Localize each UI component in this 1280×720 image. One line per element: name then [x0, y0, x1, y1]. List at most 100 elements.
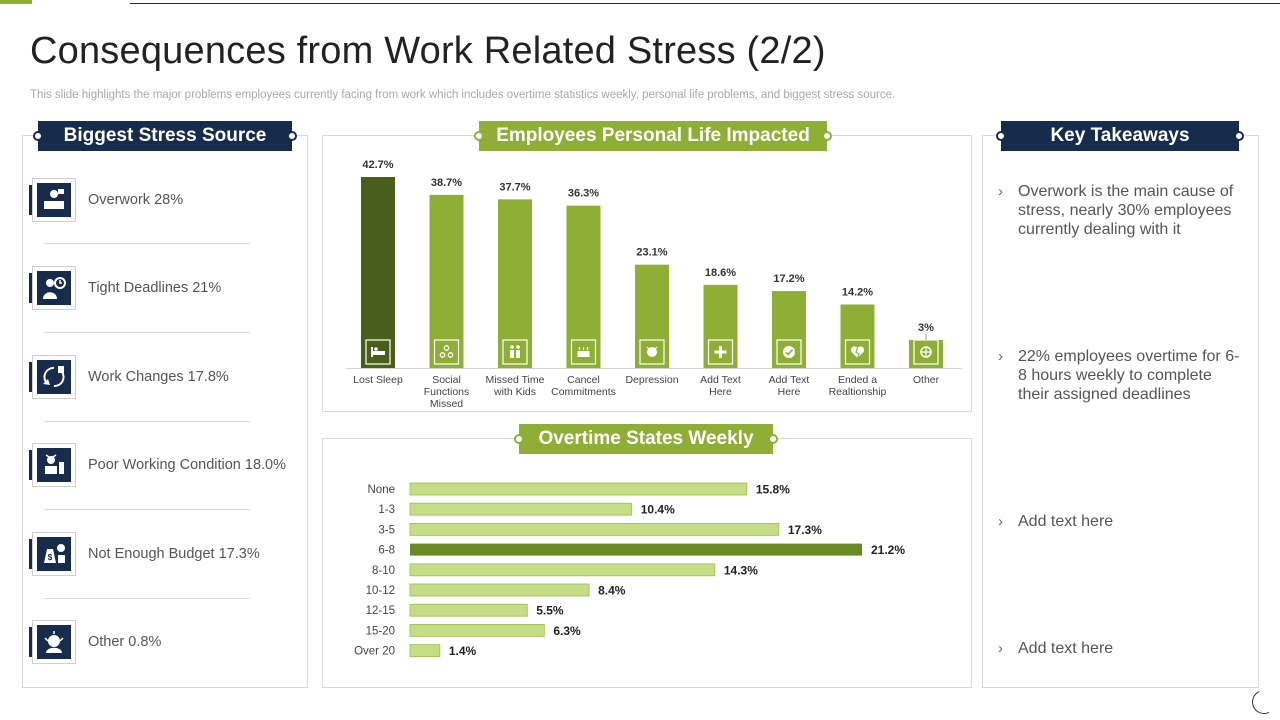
takeaways-header: Key Takeaways	[996, 121, 1244, 151]
bar	[410, 543, 862, 556]
takeaway-item: › Add text here	[998, 639, 1244, 658]
data-label: 1.4%	[449, 644, 477, 658]
data-label: 38.7%	[431, 177, 462, 189]
stress-icon-frame	[29, 355, 76, 399]
stress-label: Overwork 28%	[88, 192, 184, 208]
tick-label: Cancel Commitments	[551, 374, 616, 398]
bar	[409, 644, 441, 658]
stress-icon-frame	[29, 266, 76, 310]
stress-label: Work Changes 17.8%	[88, 369, 229, 385]
page-title: Consequences from Work Related Stress (2…	[30, 30, 826, 72]
svg-text:$: $	[48, 553, 53, 562]
tick-label: Ended a Realtionship	[829, 374, 887, 398]
stress-divider	[44, 598, 250, 599]
check-icon	[776, 339, 802, 365]
bar	[409, 623, 545, 637]
data-label: 23.1%	[636, 247, 667, 259]
cake-icon	[570, 339, 597, 365]
overtime-header: Overtime States Weekly	[514, 424, 778, 454]
tick-label: Depression	[625, 374, 678, 386]
header-dot-left	[33, 131, 43, 141]
tick-label: Add Text Here	[700, 374, 741, 398]
stress-icon-frame	[29, 443, 76, 487]
bar	[409, 523, 780, 536]
bar	[409, 502, 633, 516]
header-dot-right	[287, 131, 297, 141]
data-label: 5.5%	[536, 604, 564, 618]
takeaway-item: › 22% employees overtime for 6-8 hours w…	[998, 347, 1244, 404]
page-subtitle: This slide highlights the major problems…	[30, 89, 896, 101]
data-label: 18.6%	[705, 267, 736, 279]
stress-icon-frame	[29, 178, 76, 222]
loading-circle-icon	[1248, 686, 1280, 718]
tick-label: 1-3	[378, 504, 395, 516]
overtime-chart: None 15.8% 1-3 10.4% 3-5 17.3% 6-8 21.2% 8-10 14.…	[354, 482, 905, 659]
bar	[409, 563, 716, 577]
data-label: 36.3%	[568, 188, 599, 200]
stress-label: Other 0.8%	[88, 634, 162, 650]
top-rule	[130, 3, 1280, 4]
chevron-right-icon: ›	[998, 640, 1003, 657]
desk-worker-icon	[37, 183, 71, 217]
broken-heart-icon	[844, 339, 871, 365]
takeaways-title: Key Takeaways	[1050, 125, 1190, 146]
chevron-right-icon: ›	[998, 513, 1003, 530]
header-dot-right	[1234, 131, 1244, 141]
data-label: 42.7%	[362, 159, 393, 171]
sad-face-icon	[639, 339, 665, 365]
takeaway-text: 22% employees overtime for 6-8 hours wee…	[1018, 348, 1240, 403]
tick-label: Social Functions Missed	[424, 374, 470, 410]
stress-source-header: Biggest Stress Source	[33, 121, 297, 151]
data-label: 14.3%	[724, 563, 758, 577]
stress-divider	[44, 421, 250, 422]
chevron-right-icon: ›	[998, 348, 1003, 365]
plus-icon	[707, 339, 734, 365]
social-icon	[433, 339, 460, 365]
tick-label: 8-10	[372, 565, 395, 577]
bar	[429, 194, 464, 368]
takeaway-text: Add text here	[1018, 513, 1114, 530]
overtime-title: Overtime States Weekly	[538, 428, 754, 449]
bar	[409, 603, 528, 617]
takeaway-item: › Add text here	[998, 512, 1244, 531]
personal-life-title: Employees Personal Life Impacted	[496, 125, 810, 146]
stress-label: Tight Deadlines 21%	[88, 280, 222, 296]
family-icon	[502, 339, 528, 365]
stress-item-work-changes: Work Changes 17.8%	[29, 355, 229, 399]
stress-source-title: Biggest Stress Source	[63, 125, 267, 146]
stress-divider	[44, 243, 250, 244]
bar	[361, 177, 395, 368]
tick-label: Other	[913, 374, 940, 386]
stress-item-poor-condition: Poor Working Condition 18.0%	[29, 443, 287, 487]
money-bag-icon: $	[37, 537, 71, 571]
head-stress-icon	[37, 625, 71, 659]
data-label: 17.2%	[773, 273, 804, 285]
stress-icon-frame: $	[29, 532, 76, 576]
tick-label: 6-8	[378, 545, 395, 557]
header-dot-left	[996, 131, 1006, 141]
personal-life-header: Employees Personal Life Impacted	[474, 121, 832, 151]
tick-label: 15-20	[366, 625, 395, 637]
stress-label: Poor Working Condition 18.0%	[88, 457, 287, 473]
takeaway-text: Add text here	[1018, 640, 1114, 657]
tick-label: 12-15	[366, 605, 395, 617]
data-label: 14.2%	[842, 286, 873, 298]
tick-label: Add Text Here	[769, 374, 810, 398]
bar	[409, 482, 748, 496]
tick-label: Lost Sleep	[353, 374, 403, 386]
data-label: 37.7%	[499, 181, 530, 193]
stress-divider	[44, 332, 250, 333]
data-label: 15.8%	[756, 483, 790, 497]
clock-person-icon	[37, 271, 71, 305]
header-dot-right	[768, 434, 778, 444]
data-label: 3%	[918, 322, 934, 334]
stress-icon-frame	[29, 620, 76, 664]
data-label: 17.3%	[788, 523, 822, 537]
personal-life-chart: 42.7% Lost Sleep 38.7% Social Functions Misse…	[346, 159, 962, 410]
bar	[566, 205, 601, 368]
header-dot-right	[822, 131, 832, 141]
stress-item-deadlines: Tight Deadlines 21%	[29, 266, 222, 310]
takeaway-text: Overwork is the main cause of stress, ne…	[1018, 183, 1234, 238]
data-label: 10.4%	[641, 503, 675, 517]
data-label: 21.2%	[871, 543, 905, 557]
